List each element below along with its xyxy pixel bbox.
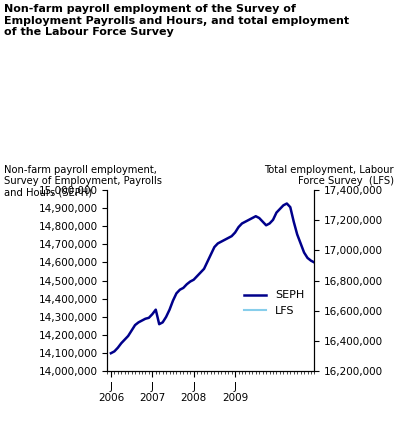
SEPH (312, 260, 317, 265)
Legend: SEPH, LFS: SEPH, LFS (240, 286, 309, 320)
SEPH (167, 307, 172, 312)
Text: Non-farm payroll employment,
Survey of Employment, Payrolls
and Hours (SEPH): Non-farm payroll employment, Survey of E… (4, 165, 162, 198)
SEPH (236, 225, 241, 230)
Text: Non-farm payroll employment of the Survey of
Employment Payrolls and Hours, and : Non-farm payroll employment of the Surve… (4, 4, 349, 38)
SEPH (178, 287, 182, 292)
SEPH (174, 291, 179, 296)
SEPH (160, 320, 165, 325)
Line: SEPH: SEPH (111, 203, 314, 353)
SEPH (285, 201, 289, 206)
SEPH (143, 316, 148, 321)
Text: Total employment, Labour
Force Survey  (LFS): Total employment, Labour Force Survey (L… (264, 165, 394, 186)
SEPH (109, 351, 113, 356)
